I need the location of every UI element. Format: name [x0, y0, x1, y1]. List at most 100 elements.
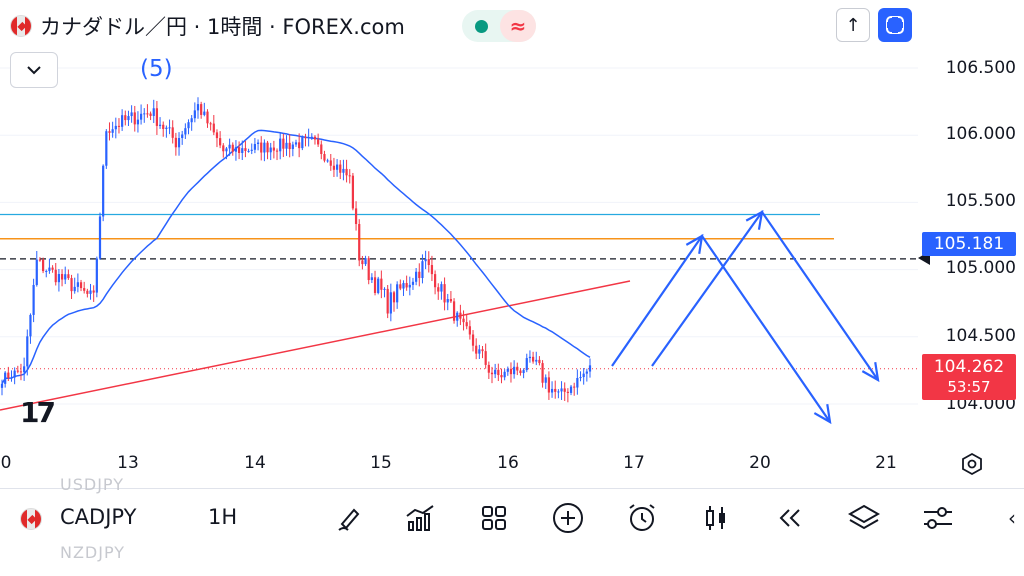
- grid-icon: [482, 506, 506, 530]
- candle: [437, 283, 440, 300]
- candle: [79, 279, 83, 292]
- candle: [370, 273, 373, 284]
- candle: [291, 141, 294, 157]
- add-button[interactable]: [550, 500, 586, 536]
- gridlines: [0, 67, 918, 405]
- chart-type-button[interactable]: [698, 500, 734, 536]
- candle: [506, 366, 509, 376]
- candle: [317, 133, 320, 147]
- candle: [184, 123, 187, 139]
- candle: [67, 269, 70, 280]
- candle: [585, 368, 588, 382]
- candle: [260, 136, 263, 161]
- market-status-pill[interactable]: ≈: [462, 10, 536, 42]
- indicators-button[interactable]: [402, 500, 438, 536]
- candle: [51, 265, 54, 273]
- layers-button[interactable]: [846, 500, 882, 536]
- candle: [481, 345, 484, 359]
- candle: [23, 357, 26, 381]
- candle: [373, 270, 377, 296]
- candle: [231, 142, 234, 156]
- candle: [60, 269, 64, 287]
- layers-icon: [847, 504, 881, 530]
- date-axis-label: 13: [117, 453, 139, 473]
- collapse-legend-button[interactable]: [10, 52, 58, 88]
- candle: [535, 351, 538, 366]
- candle: [421, 254, 424, 284]
- candle: [282, 133, 285, 158]
- date-axis-label: 14: [244, 453, 266, 473]
- candle: [136, 111, 140, 133]
- arrow-head-2: [861, 362, 880, 383]
- timeframe-selector[interactable]: 1H: [208, 505, 238, 529]
- replay-button[interactable]: [772, 500, 808, 536]
- candle: [471, 330, 475, 352]
- candle: [241, 140, 244, 161]
- candle: [386, 284, 389, 319]
- candle: [576, 369, 579, 395]
- chart-settings-button[interactable]: [920, 500, 956, 536]
- candle: [582, 368, 585, 385]
- candle: [462, 310, 465, 331]
- candle: [487, 361, 490, 379]
- candle: [266, 140, 269, 160]
- symbol-list-prev[interactable]: USDJPY: [60, 475, 124, 494]
- candle: [146, 104, 149, 118]
- candle: [7, 366, 10, 382]
- candle: [396, 281, 399, 309]
- candle: [114, 117, 117, 139]
- candle: [519, 368, 522, 376]
- candle: [269, 142, 272, 161]
- date-axis-label: 15: [370, 453, 392, 473]
- candle: [418, 263, 421, 287]
- candle: [433, 270, 437, 295]
- candle: [45, 269, 48, 278]
- symbol-list-next[interactable]: NZDJPY: [60, 543, 126, 562]
- candle: [440, 281, 443, 300]
- candle: [307, 128, 310, 147]
- candle: [332, 157, 336, 178]
- candle: [253, 137, 257, 154]
- candle: [133, 105, 136, 132]
- candle: [124, 110, 127, 126]
- candle: [209, 121, 212, 131]
- moving-average: [1, 129, 591, 385]
- fullscreen-button[interactable]: [878, 8, 912, 42]
- symbol-selector[interactable]: CADJPY: [60, 505, 137, 529]
- candles-icon: [706, 506, 725, 530]
- date-axis-label: 17: [623, 453, 645, 473]
- candle: [111, 121, 114, 138]
- candle: [177, 132, 181, 156]
- candle: [187, 119, 190, 135]
- candle: [219, 131, 222, 149]
- arrow-up-icon: ↑: [845, 14, 861, 36]
- axis-settings-icon[interactable]: [960, 452, 984, 476]
- toolbar-scroll-indicator[interactable]: ‹: [1008, 506, 1016, 530]
- candle: [301, 135, 304, 151]
- candle: [569, 384, 573, 396]
- scroll-up-button[interactable]: ↑: [836, 8, 870, 42]
- arrow-peak-head-2: [745, 209, 764, 230]
- candle: [288, 134, 291, 158]
- candle: [200, 101, 203, 119]
- candle: [57, 269, 61, 292]
- candle: [335, 159, 339, 177]
- ma-price-tag: 105.181: [922, 232, 1016, 256]
- drawing-tool-button[interactable]: [332, 500, 368, 536]
- candle: [405, 275, 408, 291]
- candle: [415, 267, 418, 286]
- candle: [298, 133, 301, 158]
- candle: [544, 374, 547, 389]
- candle: [275, 148, 279, 161]
- chart-canvas[interactable]: [0, 0, 1024, 488]
- candle: [193, 102, 196, 123]
- layout-button[interactable]: [476, 500, 512, 536]
- candle: [522, 368, 525, 379]
- candle: [174, 132, 177, 156]
- candle: [247, 148, 250, 153]
- canada-flag-icon: [10, 15, 32, 37]
- alert-button[interactable]: [624, 500, 660, 536]
- candle: [54, 262, 57, 286]
- candle: [234, 140, 238, 161]
- candle: [490, 366, 494, 384]
